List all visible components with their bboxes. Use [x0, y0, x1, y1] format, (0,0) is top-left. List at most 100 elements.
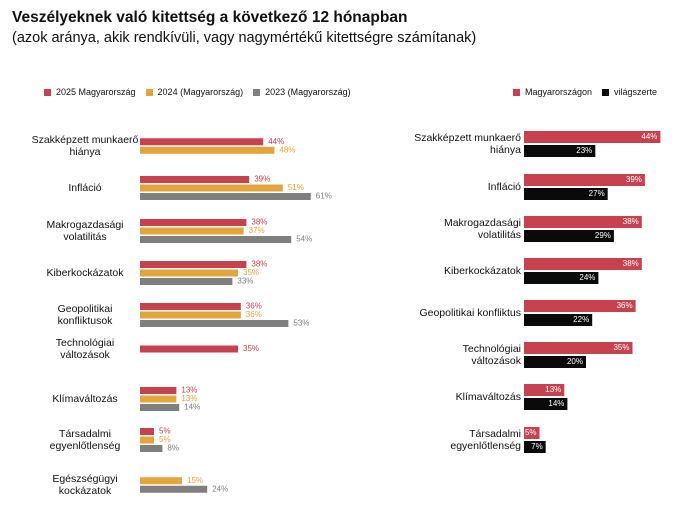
left-value-label: 39%	[254, 175, 270, 184]
left-szakkepzett-munkaero-hianya-category-label: hiánya	[70, 146, 101, 158]
left-bar-2024-magyarorszag	[140, 477, 182, 485]
right-category-label: Kiberkockázatok	[444, 265, 522, 277]
right-legend: Magyarországon világszerte	[513, 87, 657, 97]
legend-label-2025: 2025 Magyarország	[56, 87, 136, 97]
right-bar-magyarorszagon	[524, 131, 661, 143]
right-value-label: 13%	[545, 385, 561, 394]
right-category-label: Technológiai	[463, 343, 521, 355]
legend-label-magyarorszagon: Magyarországon	[525, 87, 593, 97]
left-value-label: 36%	[246, 302, 262, 311]
right-bar-magyarorszagon	[524, 216, 642, 228]
left-bar-2023-magyarorszag	[140, 193, 311, 200]
left-bar-2024-magyarorszag	[140, 269, 238, 277]
left-value-label: 37%	[249, 226, 265, 235]
left-value-label: 35%	[243, 268, 259, 277]
right-value-label: 38%	[623, 217, 639, 226]
left-bar-2025-magyarorszag	[140, 219, 247, 226]
left-value-label: 54%	[296, 235, 312, 244]
right-value-label: 24%	[579, 273, 595, 282]
right-bar-vilagszerte	[524, 188, 608, 200]
left-value-label: 48%	[279, 145, 295, 154]
right-category-label: Szakképzett munkaerő	[414, 132, 521, 144]
left-value-label: 15%	[187, 476, 203, 485]
right-category-label: Geopolitikai konfliktus	[419, 307, 521, 319]
left-bar-2025-magyarorszag	[140, 387, 177, 394]
right-bar-magyarorszagon	[524, 427, 540, 439]
right-category-label: Klímaváltozás	[456, 391, 521, 403]
left-klimavaltozas-category-label: Klímaváltozás	[52, 393, 117, 405]
right-value-label: 27%	[589, 189, 605, 198]
left-value-label: 53%	[293, 319, 309, 328]
left-value-label: 13%	[181, 394, 197, 403]
right-bar-vilagszerte	[524, 314, 593, 326]
left-value-label: 13%	[181, 386, 197, 395]
right-value-label: 20%	[567, 357, 583, 366]
right-value-label: 14%	[548, 399, 564, 408]
left-bar-2023-magyarorszag	[140, 404, 180, 411]
right-bar-vilagszerte	[524, 145, 596, 157]
left-value-label: 51%	[288, 183, 304, 192]
chart-subtitle: (azok aránya, akik rendkívüli, vagy nagy…	[12, 30, 477, 46]
left-bar-2023-magyarorszag	[140, 445, 163, 452]
legend-item-magyarorszagon: Magyarországon	[513, 87, 592, 97]
right-value-label: 23%	[576, 146, 592, 155]
left-value-label: 36%	[246, 310, 262, 319]
left-bar-2025-magyarorszag	[140, 303, 241, 310]
right-category-label: egyenlőtlenség	[450, 440, 521, 452]
right-value-label: 22%	[573, 315, 589, 324]
legend-item-2025: 2025 Magyarország	[44, 87, 136, 97]
right-bar-magyarorszagon	[524, 384, 565, 396]
left-value-label: 5%	[159, 435, 171, 444]
right-category-label: Makrogazdasági	[444, 217, 521, 229]
right-bar-magyarorszagon	[524, 258, 642, 270]
left-makrogazdasagi-volatilitas-category-label: volatilitás	[63, 231, 106, 243]
right-bar-vilagszerte	[524, 272, 599, 284]
legend-label-vilagszerte: világszerte	[614, 87, 658, 97]
right-category-label: volatilitás	[478, 229, 521, 241]
right-bar-vilagszerte	[524, 398, 568, 410]
right-value-label: 35%	[613, 343, 629, 352]
left-technologiai-valtozasok-category-label: változások	[60, 349, 110, 361]
left-tarsadalmi-egyenlotlenseg-category-label: egyenlőtlenség	[50, 440, 121, 452]
legend-label-2023: 2023 (Magyarország)	[265, 87, 351, 97]
right-value-label: 44%	[641, 132, 657, 141]
left-bar-2025-magyarorszag	[140, 176, 250, 183]
right-value-label: 29%	[595, 231, 611, 240]
left-bar-2024-magyarorszag	[140, 227, 244, 235]
left-bar-2024-magyarorszag	[140, 436, 154, 444]
left-value-label: 8%	[167, 444, 179, 453]
left-technologiai-valtozasok-category-label: Technológiai	[56, 337, 114, 349]
left-kiberkockazatok-category-label: Kiberkockázatok	[46, 267, 124, 279]
left-value-label: 38%	[251, 218, 267, 227]
legend-swatch-2025	[44, 88, 51, 96]
legend-item-2023: 2023 (Magyarország)	[253, 87, 351, 97]
left-szakkepzett-munkaero-hianya-category-label: Szakképzett munkaerő	[32, 134, 139, 146]
left-egeszsegugyi-kockazatok-category-label: kockázatok	[59, 485, 112, 497]
left-geopolitikai-konfliktusok-category-label: konfliktusok	[58, 315, 114, 327]
chart-title: Veszélyeknek való kitettség a következő …	[12, 9, 408, 26]
left-inflacio-category-label: Infláció	[68, 182, 101, 194]
legend-label-2024: 2024 (Magyarország)	[157, 87, 244, 97]
left-geopolitikai-konfliktusok-category-label: Geopolitikai	[58, 303, 113, 315]
left-tarsadalmi-egyenlotlenseg-category-label: Társadalmi	[59, 428, 111, 440]
right-category-label: Társadalmi	[469, 428, 521, 440]
right-category-label: Infláció	[488, 181, 521, 193]
legend-swatch-2023	[253, 88, 261, 96]
left-bar-2025-magyarorszag	[140, 428, 154, 435]
right-value-label: 7%	[531, 442, 543, 451]
right-value-label: 36%	[617, 301, 633, 310]
left-bar-2023-magyarorszag	[140, 320, 289, 327]
left-bar-2023-magyarorszag	[140, 278, 233, 285]
left-egeszsegugyi-kockazatok-category-label: Egészségügyi	[52, 473, 117, 485]
right-category-label: változások	[471, 355, 521, 367]
left-bar-2024-magyarorszag	[140, 146, 275, 154]
left-value-label: 44%	[268, 137, 284, 146]
legend-swatch-magyarorszagon	[513, 88, 520, 96]
left-bar-2023-magyarorszag	[140, 485, 208, 493]
left-bar-2024-magyarorszag	[140, 184, 283, 192]
left-bar-2025-magyarorszag	[140, 138, 264, 146]
legend-swatch-vilagszerte	[602, 88, 610, 96]
left-makrogazdasagi-volatilitas-category-label: Makrogazdasági	[46, 219, 123, 231]
left-value-label: 14%	[184, 403, 200, 412]
